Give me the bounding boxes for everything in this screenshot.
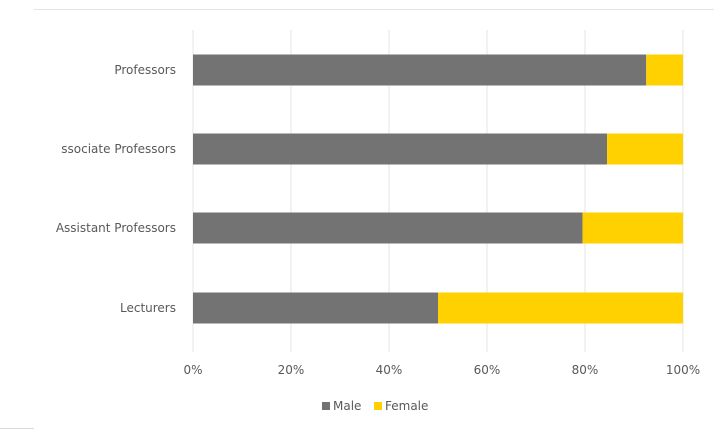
legend-swatch-male bbox=[322, 402, 330, 410]
x-tick-label: 60% bbox=[474, 363, 501, 377]
bar-female-1 bbox=[607, 133, 683, 165]
x-tick-label: 40% bbox=[376, 363, 403, 377]
x-tick-label: 0% bbox=[183, 363, 202, 377]
category-label: Lecturers bbox=[120, 301, 176, 315]
bottom-divider bbox=[0, 428, 34, 429]
category-label: Assistant Professors bbox=[56, 221, 176, 235]
legend-swatch-female bbox=[374, 402, 382, 410]
bar-male-3 bbox=[193, 292, 438, 324]
category-label: Professors bbox=[114, 63, 176, 77]
legend-label-female: Female bbox=[385, 399, 428, 413]
bar-male-2 bbox=[193, 212, 583, 244]
x-tick-label: 100% bbox=[666, 363, 700, 377]
bar-female-2 bbox=[582, 212, 683, 244]
category-label: ssociate Professors bbox=[61, 142, 176, 156]
top-divider bbox=[34, 9, 714, 10]
bar-female-0 bbox=[646, 54, 683, 86]
bar-male-1 bbox=[193, 133, 608, 165]
legend-label-male: Male bbox=[333, 399, 361, 413]
x-tick-label: 80% bbox=[572, 363, 599, 377]
bar-female-3 bbox=[438, 292, 683, 324]
x-tick-label: 20% bbox=[278, 363, 305, 377]
bar-male-0 bbox=[193, 54, 647, 86]
